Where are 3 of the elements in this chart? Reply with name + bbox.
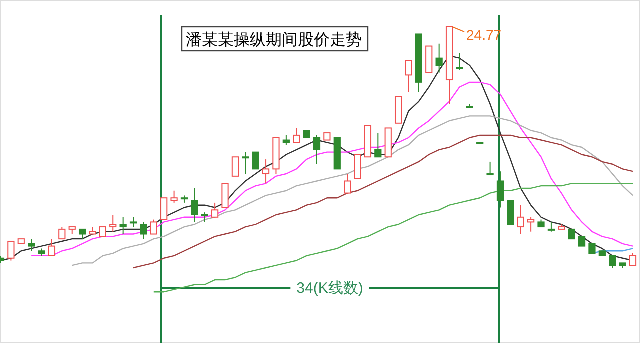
chart-title: 潘某某操纵期间股价走势 xyxy=(186,31,362,49)
title: 潘某某操纵期间股价走势 xyxy=(181,26,369,52)
text: 34(K线数) xyxy=(296,280,364,297)
